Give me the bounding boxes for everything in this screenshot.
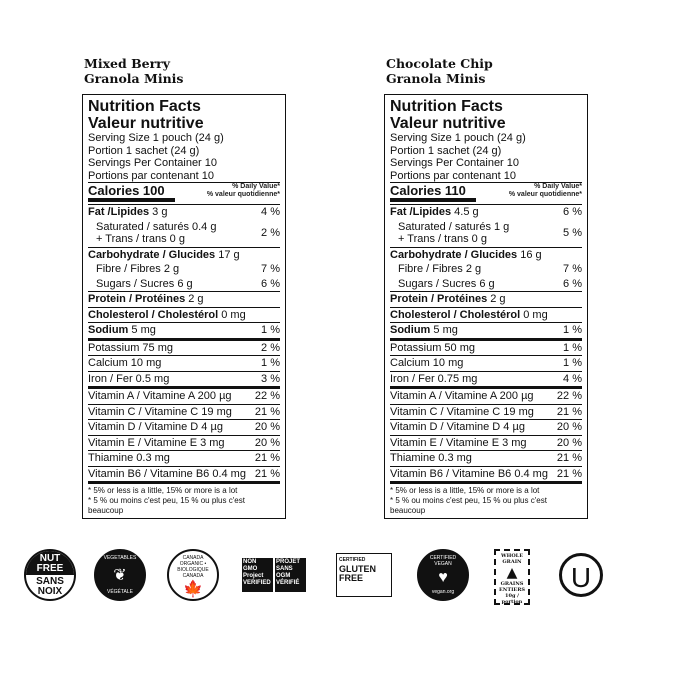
- nutrient-row: Vitamin B6 / Vitamine B6 0.4 mg 21 %: [390, 467, 582, 480]
- nutrient-row: Vitamin E / Vitamine E 3 mg 20 %: [88, 436, 280, 449]
- nutrient-row: Vitamin A / Vitamine A 200 µg 22 %: [88, 390, 280, 402]
- nutrition-facts-panel: Nutrition Facts Valeur nutritive Serving S…: [384, 94, 588, 519]
- percent-dv: 1 %: [563, 357, 582, 369]
- percent-dv: 6 %: [261, 277, 280, 290]
- percent-dv: 21 %: [254, 452, 280, 464]
- gluten-free-icon: CERTIFIED GLUTEN FREE: [336, 549, 392, 597]
- nutrient-row: Vitamin A / Vitamine A 200 µg 22 %: [390, 390, 582, 402]
- whole-grain-icon: WHOLE GRAIN ▲ GRAINS ENTIERS 10g / portion: [494, 549, 530, 605]
- nutrient-row: Protein / Protéines 2 g: [390, 293, 506, 305]
- nutrient-row: Vitamin D / Vitamine D 4 µg 20 %: [390, 421, 582, 433]
- nutrient-row: Thiamine 0.3 mg 21 %: [390, 452, 582, 464]
- daily-value-header: % Daily Value*% valeur quotidienne*: [508, 183, 582, 198]
- nutrient-row: Saturated / saturés 0.4 g + Trans / trans…: [96, 220, 280, 246]
- nutrient-row: Thiamine 0.3 mg 21 %: [88, 452, 280, 464]
- percent-dv: 1 %: [261, 324, 280, 336]
- percent-dv: 20 %: [254, 436, 280, 449]
- nutrient-row: Potassium 75 mg 2 %: [88, 341, 280, 354]
- canada-organic-icon: CANADA ORGANIC • BIOLOGIQUE CANADA 🍁: [167, 549, 219, 601]
- percent-dv: 20 %: [254, 421, 280, 433]
- percent-dv: 7 %: [563, 263, 582, 275]
- footnote: * 5% or less is a little, 15% or more is…: [390, 486, 547, 515]
- nutrient-row: Carbohydrate / Glucides 17 g: [88, 248, 240, 261]
- nutrient-row: Potassium 50 mg 1 %: [390, 341, 582, 354]
- nutrient-row: Sodium 5 mg 1 %: [390, 324, 582, 336]
- percent-dv: 21 %: [556, 467, 582, 480]
- calories-row: Calories 110 % Daily Value*% valeur quoti…: [390, 183, 582, 202]
- daily-value-header: % Daily Value*% valeur quotidienne*: [206, 183, 280, 198]
- certified-vegan-icon: CERTIFIED VEGAN ♥ vegan.org: [417, 549, 469, 601]
- percent-dv: 2 %: [261, 341, 280, 354]
- percent-dv: 21 %: [254, 405, 280, 418]
- percent-dv: 4 %: [563, 372, 582, 385]
- percent-dv: 6 %: [563, 206, 582, 218]
- serving-line: Serving Size 1 pouch (24 g): [88, 132, 224, 144]
- percent-dv: 7 %: [261, 263, 280, 275]
- calories: Calories 110: [390, 183, 476, 202]
- percent-dv: 6 %: [563, 277, 582, 290]
- footnote: * 5% or less is a little, 15% or more is…: [88, 486, 245, 515]
- nutrient-row: Cholesterol / Cholestérol 0 mg: [390, 308, 548, 321]
- percent-dv: 20 %: [556, 436, 582, 449]
- nutrient-row: Sodium 5 mg 1 %: [88, 324, 280, 336]
- serving-line: Portions par contenant 10: [88, 169, 214, 182]
- nutrient-row: Vitamin C / Vitamine C 19 mg 21 %: [88, 405, 280, 418]
- percent-dv: 22 %: [556, 390, 582, 402]
- nutrient-row: Vitamin C / Vitamine C 19 mg 21 %: [390, 405, 582, 418]
- percent-dv: 22 %: [254, 390, 280, 402]
- percent-dv: 4 %: [261, 206, 280, 218]
- nut-free-icon: NUT FREE SANS NOIX: [24, 549, 76, 601]
- nutrient-row: Protein / Protéines 2 g: [88, 293, 204, 305]
- serving-line: Servings Per Container 10: [88, 157, 218, 169]
- product-name: Mixed Berry Granola Minis: [84, 56, 184, 86]
- calories-row: Calories 100 % Daily Value*% valeur quoti…: [88, 183, 280, 202]
- nutrient-row: Vitamin B6 / Vitamine B6 0.4 mg 21 %: [88, 467, 280, 480]
- nutrient-row: Saturated / saturés 1 g + Trans / trans 0…: [398, 220, 582, 246]
- calories: Calories 100: [88, 183, 175, 202]
- nutrient-row: Carbohydrate / Glucides 16 g: [390, 248, 542, 261]
- nutrient-row: Vitamin D / Vitamine D 4 µg 20 %: [88, 421, 280, 433]
- percent-dv: 20 %: [556, 421, 582, 433]
- panel-title: Nutrition Facts Valeur nutritive: [390, 98, 506, 132]
- serving-line: Portions par contenant 10: [390, 169, 516, 182]
- serving-line: Servings Per Container 10: [390, 157, 520, 169]
- non-gmo-icon: NON GMO Project VERIFIED PROJET SANS OGM …: [242, 549, 306, 592]
- nutrition-facts-panel: Nutrition Facts Valeur nutritive Serving S…: [82, 94, 286, 519]
- nutrient-row: Calcium 10 mg 1 %: [88, 357, 280, 369]
- percent-dv: 21 %: [556, 452, 582, 464]
- kosher-u-icon: U: [559, 549, 603, 597]
- serving-line: Portion 1 sachet (24 g): [390, 144, 502, 157]
- nutrient-row: Iron / Fer 0.75 mg 4 %: [390, 372, 582, 385]
- percent-dv: 3 %: [261, 372, 280, 385]
- percent-dv: 21 %: [254, 467, 280, 480]
- product-name: Chocolate Chip Granola Minis: [386, 56, 493, 86]
- nutrient-row: Cholesterol / Cholestérol 0 mg: [88, 308, 246, 321]
- serving-line: Serving Size 1 pouch (24 g): [390, 132, 526, 144]
- vegetable-leaf-icon: VEGETABLES ❦ VÉGÉTALE: [94, 549, 146, 601]
- percent-dv: 1 %: [563, 324, 582, 336]
- percent-dv: 5 %: [563, 226, 582, 239]
- panel-title: Nutrition Facts Valeur nutritive: [88, 98, 204, 132]
- percent-dv: 21 %: [556, 405, 582, 418]
- percent-dv: 1 %: [261, 357, 280, 369]
- nutrient-row: Calcium 10 mg 1 %: [390, 357, 582, 369]
- nutrient-row: Iron / Fer 0.5 mg 3 %: [88, 372, 280, 385]
- nutrient-row: Vitamin E / Vitamine E 3 mg 20 %: [390, 436, 582, 449]
- serving-line: Portion 1 sachet (24 g): [88, 144, 200, 157]
- percent-dv: 1 %: [563, 341, 582, 354]
- percent-dv: 2 %: [261, 226, 280, 239]
- certification-logos: NUT FREE SANS NOIX VEGETABLES ❦ VÉGÉTALE CANADA…: [0, 545, 680, 605]
